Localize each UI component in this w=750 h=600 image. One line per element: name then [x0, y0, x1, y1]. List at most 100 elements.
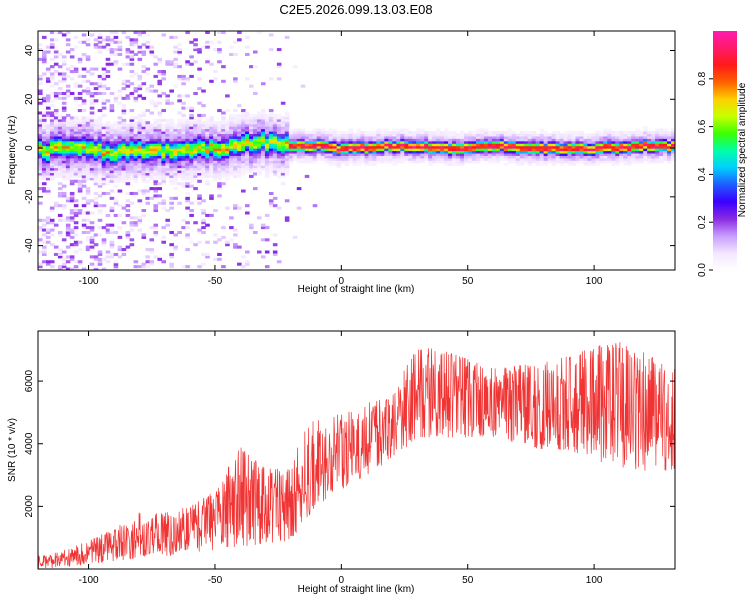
- heatmap-cell: [109, 230, 115, 235]
- heatmap-cell: [97, 40, 103, 44]
- heatmap-cell: [149, 138, 155, 142]
- heatmap-cell: [495, 145, 501, 149]
- heatmap-cell: [177, 48, 182, 52]
- heatmap-cell: [45, 262, 51, 266]
- heatmap-cell: [93, 160, 99, 164]
- heatmap-cell: [631, 160, 636, 164]
- heatmap-cell: [53, 130, 59, 135]
- heatmap-cell: [109, 31, 115, 35]
- heatmap-cell: [73, 157, 79, 161]
- heatmap-cell: [61, 174, 67, 178]
- heatmap-cell: [583, 133, 589, 137]
- heatmap-cell: [57, 252, 63, 256]
- heatmap-cell: [169, 162, 174, 166]
- heatmap-cell: [57, 31, 63, 35]
- heatmap-cell: [245, 123, 250, 127]
- heatmap-cell: [284, 111, 290, 115]
- heatmap-cell: [531, 155, 537, 159]
- heatmap-cell: [635, 135, 640, 139]
- heatmap-cell: [304, 152, 310, 156]
- heatmap-cell: [424, 157, 429, 161]
- heatmap-cell: [41, 155, 47, 159]
- heatmap-cell: [209, 79, 214, 83]
- heatmap-cell: [149, 248, 155, 252]
- heatmap-cell: [252, 126, 258, 130]
- heatmap-cell: [181, 135, 186, 139]
- heatmap-cell: [456, 162, 461, 166]
- heatmap-cell: [260, 109, 266, 113]
- heatmap-cell: [121, 109, 127, 113]
- heatmap-cell: [153, 157, 159, 161]
- heatmap-cell: [193, 130, 198, 135]
- heatmap-cell: [137, 172, 143, 176]
- heatmap-cell: [69, 218, 75, 222]
- heatmap-cell: [141, 265, 147, 269]
- heatmap-cell: [185, 130, 190, 135]
- heatmap-cell: [169, 123, 174, 127]
- heatmap-cell: [233, 140, 238, 144]
- heatmap-cell: [185, 191, 190, 195]
- heatmap-cell: [145, 165, 151, 169]
- heatmap-cell: [264, 145, 270, 149]
- heatmap-cell: [173, 123, 178, 127]
- heatmap-cell: [324, 138, 330, 142]
- heatmap-cell: [619, 152, 624, 156]
- heatmap-cell: [149, 133, 155, 137]
- heatmap-cell: [360, 157, 366, 161]
- heatmap-cell: [535, 152, 541, 156]
- heatmap-cell: [595, 140, 600, 144]
- heatmap-cell: [69, 216, 75, 220]
- heatmap-cell: [364, 152, 370, 156]
- heatmap-cell: [444, 162, 449, 166]
- heatmap-cell: [292, 148, 298, 152]
- heatmap-cell: [173, 65, 178, 69]
- heatmap-cell: [463, 152, 469, 156]
- heatmap-cell: [292, 135, 298, 139]
- heatmap-cell: [205, 162, 210, 166]
- heatmap-cell: [117, 204, 123, 208]
- figure-title: C2E5.2026.099.13.03.E08: [279, 2, 432, 17]
- heatmap-cell: [57, 126, 63, 130]
- heatmap-cell: [93, 167, 99, 171]
- heatmap-cell: [77, 96, 83, 100]
- heatmap-cell: [165, 135, 170, 139]
- heatmap-cell: [245, 155, 250, 159]
- heatmap-cell: [217, 130, 222, 135]
- heatmap-cell: [571, 138, 577, 142]
- heatmap-cell: [221, 155, 226, 159]
- heatmap-cell: [221, 152, 226, 156]
- heatmap-cell: [65, 113, 71, 117]
- heatmap-cell: [57, 233, 63, 237]
- heatmap-cell: [639, 138, 644, 142]
- heatmap-cell: [93, 140, 99, 144]
- heatmap-cell: [280, 123, 286, 127]
- heatmap-cell: [647, 160, 652, 164]
- heatmap-cell: [109, 209, 115, 213]
- heatmap-cell: [181, 145, 186, 149]
- heatmap-cell: [272, 170, 278, 174]
- heatmap-cell: [57, 135, 63, 139]
- heatmap-cell: [125, 148, 131, 152]
- heatmap-cell: [153, 162, 159, 166]
- heatmap-cell: [647, 135, 652, 139]
- heatmap-cell: [97, 84, 103, 88]
- heatmap-cell: [217, 157, 222, 161]
- heatmap-cell: [53, 118, 59, 122]
- heatmap-cell: [312, 148, 318, 152]
- heatmap-cell: [444, 160, 449, 164]
- heatmap-cell: [547, 148, 553, 152]
- heatmap-cell: [304, 148, 310, 152]
- heatmap-cell: [221, 165, 226, 169]
- heatmap-cell: [113, 172, 119, 176]
- heatmap-cell: [392, 160, 397, 164]
- heatmap-cell: [117, 52, 123, 56]
- heatmap-cell: [213, 165, 218, 169]
- heatmap-cell: [97, 170, 103, 174]
- heatmap-cell: [392, 145, 397, 149]
- heatmap-cell: [141, 152, 147, 156]
- heatmap-cell: [173, 145, 178, 149]
- heatmap-cell: [65, 126, 71, 130]
- heatmap-cell: [535, 162, 541, 166]
- heatmap-cell: [201, 262, 206, 266]
- heatmap-cell: [348, 140, 354, 144]
